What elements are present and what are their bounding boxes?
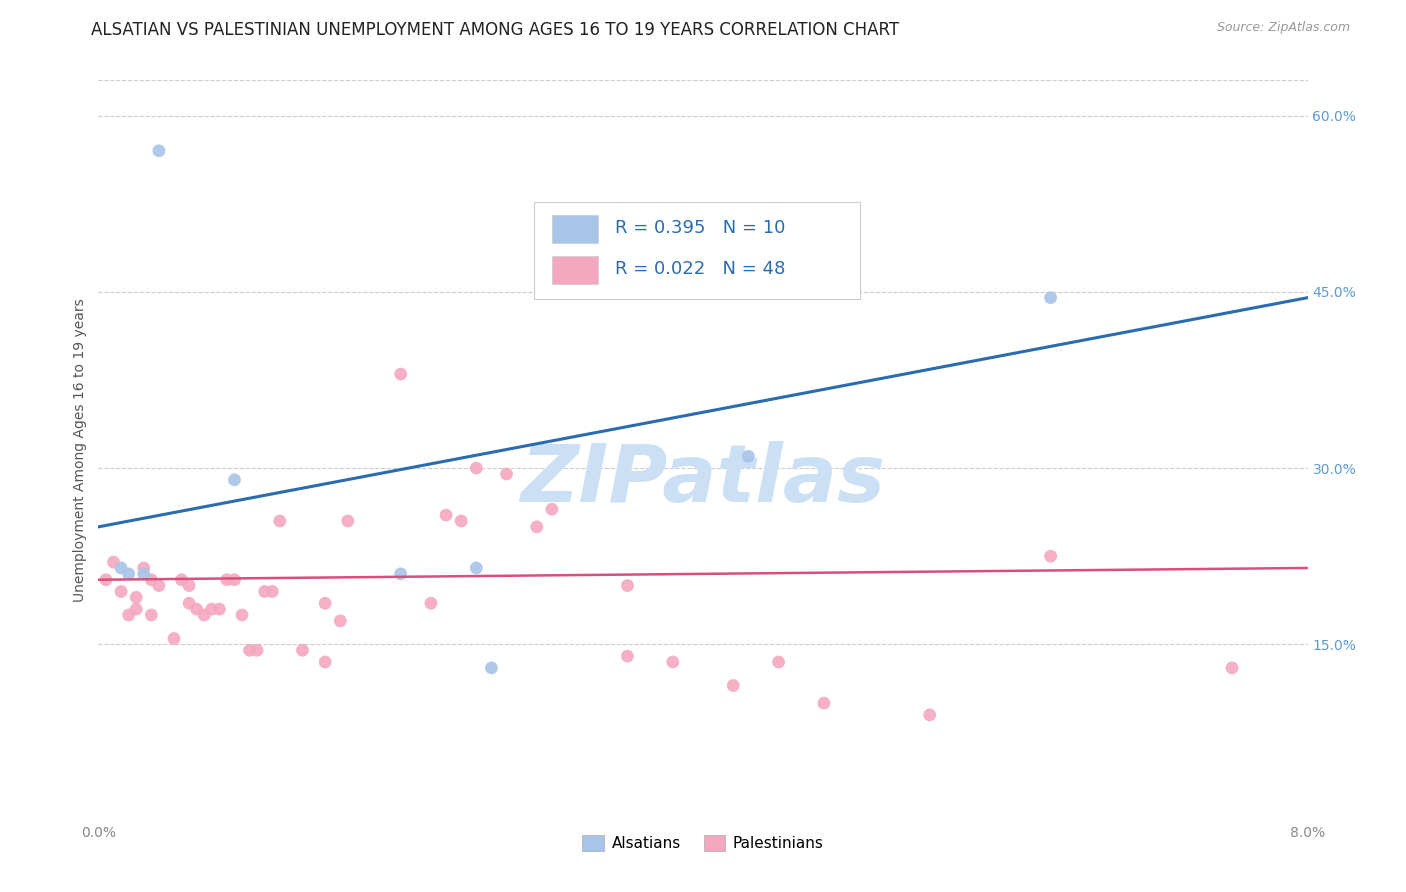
Point bbox=[495, 467, 517, 481]
Point bbox=[813, 696, 835, 710]
Point bbox=[389, 566, 412, 581]
Point bbox=[450, 514, 472, 528]
Point bbox=[186, 602, 208, 616]
Point bbox=[224, 573, 246, 587]
Text: Source: ZipAtlas.com: Source: ZipAtlas.com bbox=[1216, 21, 1350, 35]
Point bbox=[148, 579, 170, 593]
Point bbox=[148, 144, 170, 158]
Point bbox=[224, 473, 246, 487]
Point bbox=[314, 655, 336, 669]
Point bbox=[336, 514, 359, 528]
Point bbox=[723, 678, 745, 692]
Point bbox=[616, 649, 638, 664]
Point bbox=[208, 602, 231, 616]
FancyBboxPatch shape bbox=[551, 215, 598, 244]
Point bbox=[231, 607, 253, 622]
Point bbox=[201, 602, 224, 616]
Point bbox=[253, 584, 276, 599]
Point bbox=[179, 579, 201, 593]
FancyBboxPatch shape bbox=[534, 202, 860, 299]
Point bbox=[239, 643, 262, 657]
Text: R = 0.395   N = 10: R = 0.395 N = 10 bbox=[614, 219, 785, 237]
Point bbox=[170, 573, 193, 587]
Y-axis label: Unemployment Among Ages 16 to 19 years: Unemployment Among Ages 16 to 19 years bbox=[73, 299, 87, 602]
Point bbox=[110, 561, 132, 575]
Point bbox=[420, 596, 443, 610]
Point bbox=[94, 573, 117, 587]
Text: ZIPatlas: ZIPatlas bbox=[520, 441, 886, 519]
Point bbox=[465, 561, 488, 575]
Point bbox=[118, 607, 141, 622]
Point bbox=[118, 566, 141, 581]
Text: R = 0.022   N = 48: R = 0.022 N = 48 bbox=[614, 260, 785, 278]
Point bbox=[737, 450, 759, 464]
Point bbox=[314, 596, 336, 610]
Text: ALSATIAN VS PALESTINIAN UNEMPLOYMENT AMONG AGES 16 TO 19 YEARS CORRELATION CHART: ALSATIAN VS PALESTINIAN UNEMPLOYMENT AMO… bbox=[91, 21, 900, 39]
Point bbox=[540, 502, 562, 516]
Point bbox=[329, 614, 352, 628]
Point bbox=[125, 602, 148, 616]
Point bbox=[163, 632, 186, 646]
Point bbox=[918, 707, 941, 722]
Point bbox=[1220, 661, 1243, 675]
Point bbox=[179, 596, 201, 610]
Point bbox=[215, 573, 238, 587]
Point bbox=[141, 607, 163, 622]
Legend: Alsatians, Palestinians: Alsatians, Palestinians bbox=[576, 830, 830, 857]
Point bbox=[141, 573, 163, 587]
Point bbox=[132, 566, 155, 581]
Point bbox=[434, 508, 457, 522]
Point bbox=[465, 461, 488, 475]
Point bbox=[1039, 291, 1062, 305]
Point bbox=[262, 584, 284, 599]
FancyBboxPatch shape bbox=[551, 256, 598, 284]
Point bbox=[125, 591, 148, 605]
Point bbox=[291, 643, 314, 657]
Point bbox=[389, 367, 412, 381]
Point bbox=[193, 607, 215, 622]
Point bbox=[110, 584, 132, 599]
Point bbox=[481, 661, 503, 675]
Point bbox=[526, 520, 548, 534]
Point bbox=[132, 561, 155, 575]
Point bbox=[103, 555, 125, 569]
Point bbox=[246, 643, 269, 657]
Point bbox=[661, 655, 683, 669]
Point bbox=[768, 655, 790, 669]
Point bbox=[616, 579, 638, 593]
Point bbox=[269, 514, 291, 528]
Point bbox=[1039, 549, 1062, 564]
